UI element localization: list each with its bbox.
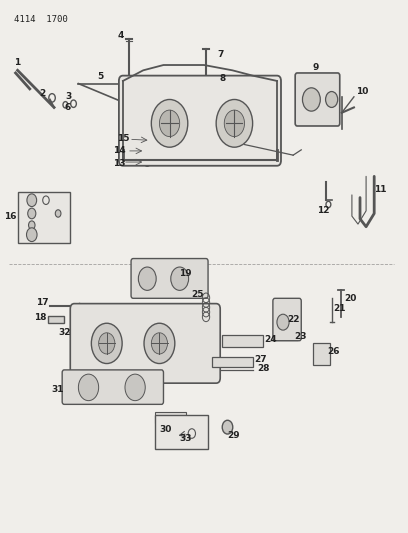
Circle shape: [55, 210, 61, 217]
Text: 4114  1700: 4114 1700: [13, 14, 67, 23]
FancyBboxPatch shape: [70, 304, 220, 383]
Text: 2: 2: [39, 89, 45, 98]
Circle shape: [144, 323, 175, 364]
Text: 33: 33: [180, 434, 192, 443]
Text: 22: 22: [287, 315, 299, 324]
Circle shape: [91, 323, 122, 364]
Text: 5: 5: [98, 72, 104, 81]
Text: 21: 21: [333, 304, 346, 313]
Text: 1: 1: [14, 58, 21, 67]
FancyBboxPatch shape: [62, 370, 164, 405]
Circle shape: [28, 208, 36, 219]
Bar: [155, 415, 208, 449]
Text: 14: 14: [113, 147, 125, 156]
Text: 25: 25: [192, 289, 204, 298]
Text: 9: 9: [312, 63, 319, 72]
Circle shape: [302, 88, 320, 111]
Circle shape: [125, 374, 145, 401]
Bar: [212, 357, 253, 367]
Bar: [18, 192, 70, 243]
Text: 17: 17: [35, 298, 48, 307]
Text: 19: 19: [180, 269, 192, 278]
Bar: [222, 335, 263, 347]
FancyBboxPatch shape: [295, 73, 340, 126]
Text: 28: 28: [258, 364, 270, 373]
Text: 18: 18: [33, 313, 46, 322]
Circle shape: [277, 314, 289, 330]
FancyBboxPatch shape: [273, 298, 301, 341]
Text: 11: 11: [374, 185, 386, 194]
FancyBboxPatch shape: [131, 259, 208, 298]
Text: 30: 30: [159, 425, 172, 434]
Text: 24: 24: [264, 335, 277, 344]
Text: 32: 32: [58, 328, 71, 337]
Bar: [155, 413, 186, 423]
Text: 26: 26: [328, 347, 340, 356]
Text: 6: 6: [64, 103, 71, 112]
Circle shape: [151, 333, 168, 354]
Circle shape: [224, 110, 244, 136]
Text: 15: 15: [117, 134, 129, 143]
Bar: [48, 317, 64, 323]
Text: 10: 10: [356, 87, 368, 96]
Text: 4: 4: [118, 31, 124, 41]
Text: 8: 8: [219, 74, 225, 83]
Circle shape: [99, 333, 115, 354]
Circle shape: [171, 267, 188, 290]
Circle shape: [151, 100, 188, 147]
Circle shape: [78, 374, 99, 401]
Text: 20: 20: [344, 294, 357, 303]
Text: 7: 7: [217, 50, 224, 59]
Circle shape: [216, 100, 253, 147]
Circle shape: [326, 92, 338, 108]
Text: 27: 27: [255, 355, 267, 364]
Circle shape: [222, 420, 233, 434]
Text: 3: 3: [65, 92, 71, 101]
Text: 23: 23: [294, 332, 307, 341]
Text: 16: 16: [4, 212, 17, 221]
Text: 31: 31: [51, 385, 64, 394]
Bar: [313, 343, 330, 365]
Circle shape: [29, 221, 35, 229]
Text: 13: 13: [113, 159, 125, 167]
Circle shape: [27, 194, 37, 207]
Text: 12: 12: [317, 206, 330, 215]
Circle shape: [27, 228, 37, 241]
Text: 29: 29: [227, 431, 240, 440]
Circle shape: [160, 110, 180, 136]
Circle shape: [138, 267, 156, 290]
FancyBboxPatch shape: [119, 76, 281, 166]
